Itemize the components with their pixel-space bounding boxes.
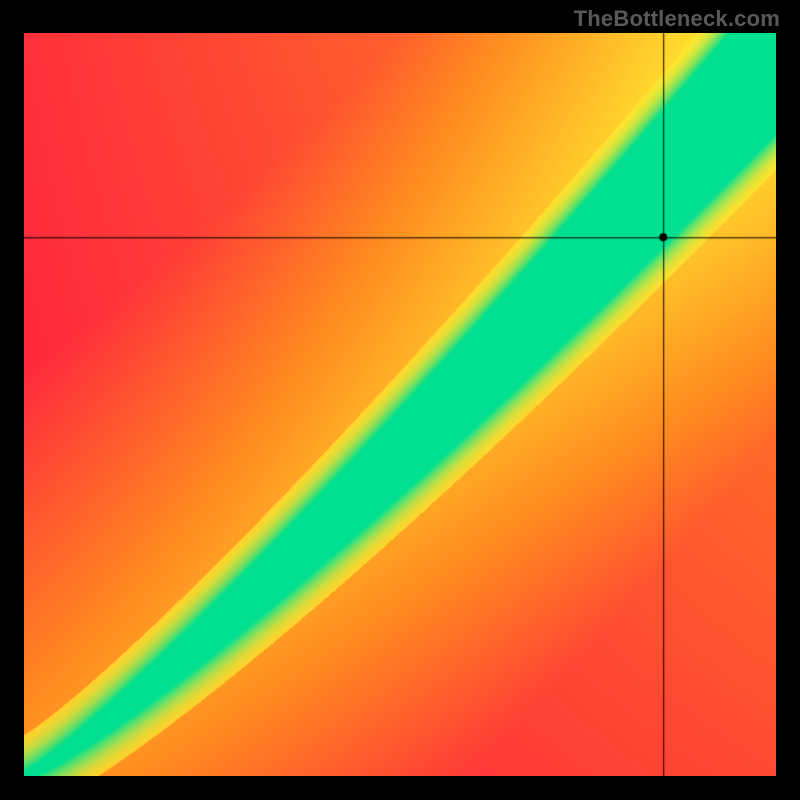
bottleneck-heatmap [24, 33, 776, 776]
watermark-text: TheBottleneck.com [574, 6, 780, 32]
chart-frame [24, 33, 776, 776]
